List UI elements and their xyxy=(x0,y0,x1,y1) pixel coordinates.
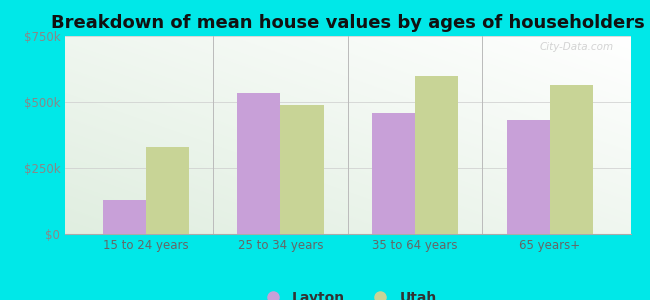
Bar xyxy=(146,147,189,234)
Bar xyxy=(550,85,593,234)
Bar xyxy=(506,121,550,234)
Legend: Layton, Utah: Layton, Utah xyxy=(254,285,442,300)
Bar xyxy=(415,76,458,234)
Bar xyxy=(280,105,324,234)
Bar xyxy=(103,200,146,234)
Bar xyxy=(372,112,415,234)
Bar xyxy=(237,93,280,234)
Text: City-Data.com: City-Data.com xyxy=(540,42,614,52)
Title: Breakdown of mean house values by ages of householders: Breakdown of mean house values by ages o… xyxy=(51,14,645,32)
